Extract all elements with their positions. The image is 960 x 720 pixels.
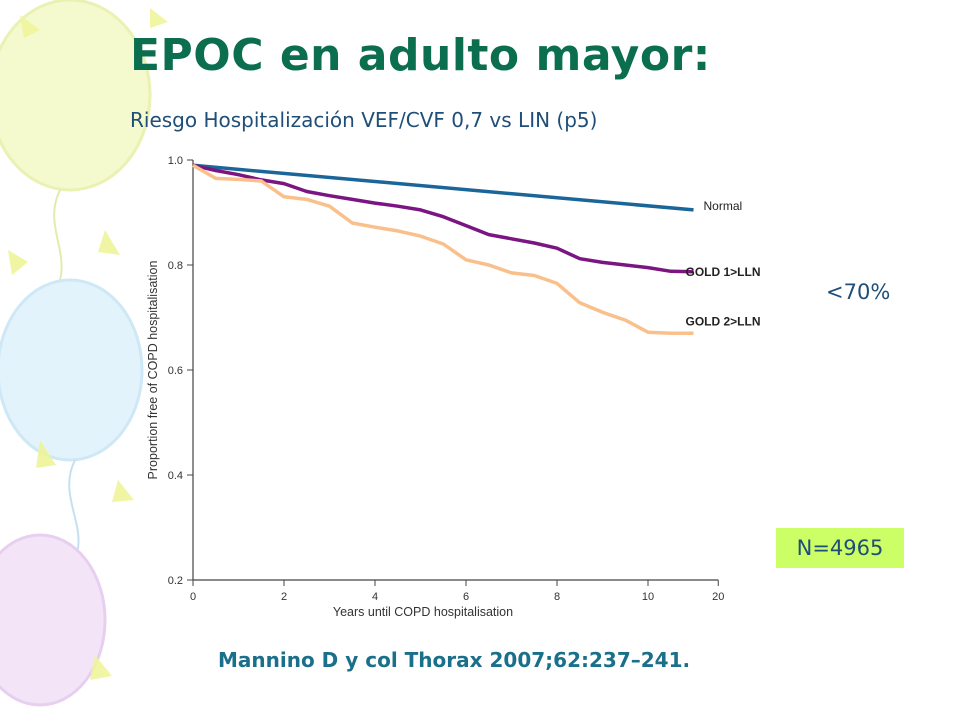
- y-tick-label: 0.4: [168, 470, 183, 482]
- y-tick-label: 0.2: [168, 575, 183, 587]
- chart-axes: 0.2 0.4 0.6 0.8 1.0 0 2 4 6 8 10 20: [168, 155, 725, 603]
- x-tick-label: 4: [372, 591, 378, 603]
- chart-series-labels: Normal GOLD 1>LLN GOLD 2>LLN: [686, 199, 761, 328]
- slide-subtitle: Riesgo Hospitalización VEF/CVF 0,7 vs LI…: [130, 108, 598, 132]
- series-line-2: [192, 163, 694, 274]
- chart-series: [192, 163, 694, 336]
- y-tick-label: 0.6: [168, 365, 183, 377]
- x-tick-label: 8: [554, 591, 560, 603]
- x-tick-label: 0: [190, 591, 196, 603]
- y-tick-label: 0.8: [168, 260, 183, 272]
- series-line-3: [192, 163, 694, 336]
- series-line-1: [192, 163, 694, 212]
- series-label-2: GOLD 1>LLN: [686, 265, 761, 279]
- percentage-annotation: <70%: [826, 280, 891, 304]
- y-axis-label: Proportion free of COPD hospitalisation: [146, 261, 160, 480]
- y-tick-label: 1.0: [168, 155, 183, 167]
- x-tick-label: 20: [712, 591, 724, 603]
- x-tick-label: 10: [642, 591, 654, 603]
- x-tick-label: 2: [281, 591, 287, 603]
- sample-size-badge: N=4965: [776, 528, 904, 568]
- series-label-3: GOLD 2>LLN: [686, 314, 761, 328]
- slide-title: EPOC en adulto mayor:: [130, 30, 711, 81]
- x-axis-label: Years until COPD hospitalisation: [333, 605, 513, 619]
- citation: Mannino D y col Thorax 2007;62:237–241.: [218, 648, 691, 672]
- survival-chart: 0.2 0.4 0.6 0.8 1.0 0 2 4 6 8 10 20 Normal GOLD 1>LL…: [146, 155, 761, 619]
- series-label-1: Normal: [704, 199, 743, 213]
- x-tick-label: 6: [463, 591, 469, 603]
